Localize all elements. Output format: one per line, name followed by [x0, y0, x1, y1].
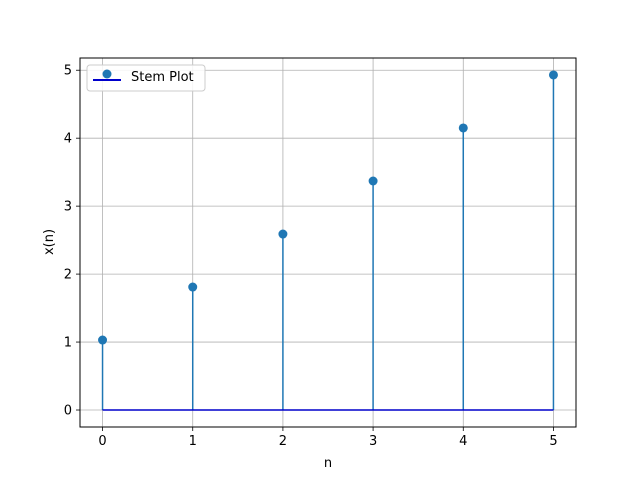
x-tick-label: 5 [549, 434, 557, 449]
x-tick-label: 3 [369, 434, 377, 449]
data-point [458, 123, 468, 133]
y-tick-label: 0 [64, 404, 72, 419]
x-axis-title: n [324, 456, 332, 471]
x-tick-label: 1 [189, 434, 197, 449]
stems [101, 74, 555, 411]
y-tick-label: 2 [64, 268, 72, 283]
y-tick-label: 3 [64, 200, 72, 215]
y-axis-ticks: 0 1 2 3 4 5 [64, 64, 80, 419]
x-tick-label: 0 [98, 434, 106, 449]
data-point [368, 176, 378, 186]
x-tick-label: 2 [279, 434, 287, 449]
legend-label: Stem Plot [131, 70, 194, 85]
y-tick-label: 4 [64, 132, 72, 147]
y-tick-label: 5 [64, 64, 72, 79]
data-point [188, 282, 198, 292]
data-point [548, 70, 558, 80]
y-tick-label: 1 [64, 336, 72, 351]
legend-box [86, 64, 206, 92]
x-axis-ticks: 0 1 2 3 4 5 [98, 427, 558, 449]
data-point [98, 335, 108, 345]
plot-frame [79, 57, 577, 428]
legend-marker-swatch [102, 69, 112, 79]
data-point [278, 229, 288, 239]
y-axis-title: x(n) [42, 229, 57, 255]
x-tick-label: 4 [459, 434, 467, 449]
plot-background [80, 58, 576, 427]
markers [98, 70, 558, 345]
legend: Stem Plot [86, 64, 206, 92]
